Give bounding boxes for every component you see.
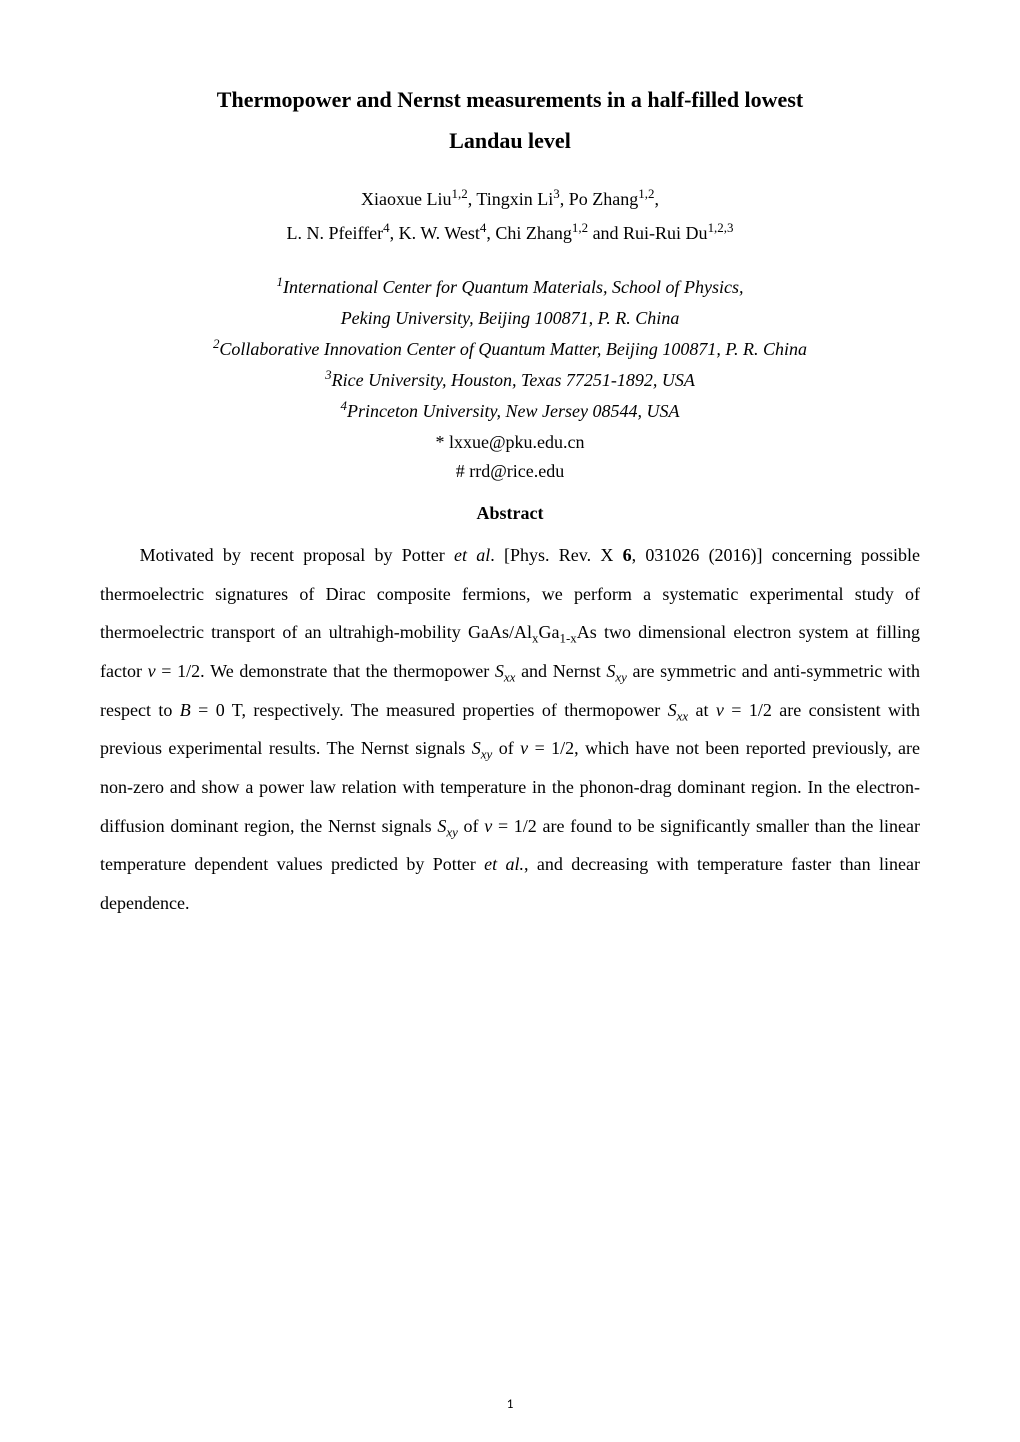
abstract-body: Motivated by recent proposal by Potter e… bbox=[100, 536, 920, 923]
paper-title-line1: Thermopower and Nernst measurements in a… bbox=[100, 80, 920, 120]
email-2: # rrd@rice.edu bbox=[100, 458, 920, 485]
authors-line-1: Xiaoxue Liu1,2, Tingxin Li3, Po Zhang1,2… bbox=[100, 182, 920, 216]
affiliation-4: 4Princeton University, New Jersey 08544,… bbox=[100, 398, 920, 425]
email-1: * lxxue@pku.edu.cn bbox=[100, 429, 920, 456]
abstract-heading: Abstract bbox=[100, 503, 920, 524]
authors-line-2: L. N. Pfeiffer4, K. W. West4, Chi Zhang1… bbox=[100, 216, 920, 250]
affiliation-1b: Peking University, Beijing 100871, P. R.… bbox=[100, 305, 920, 332]
affiliations-block: 1International Center for Quantum Materi… bbox=[100, 274, 920, 425]
authors-block: Xiaoxue Liu1,2, Tingxin Li3, Po Zhang1,2… bbox=[100, 182, 920, 250]
affiliation-3: 3Rice University, Houston, Texas 77251-1… bbox=[100, 367, 920, 394]
page-number: 1 bbox=[507, 1397, 514, 1412]
contact-emails: * lxxue@pku.edu.cn # rrd@rice.edu bbox=[100, 429, 920, 485]
affiliation-1a: 1International Center for Quantum Materi… bbox=[100, 274, 920, 301]
affiliation-2: 2Collaborative Innovation Center of Quan… bbox=[100, 336, 920, 363]
paper-title-line2: Landau level bbox=[100, 128, 920, 154]
